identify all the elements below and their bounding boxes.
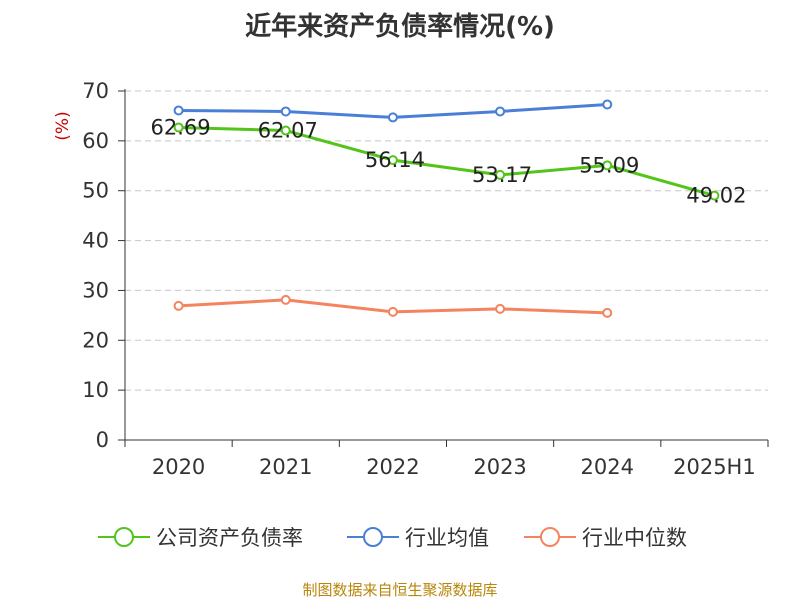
data-labels: 62.69 62.07 56.14 53.17 55.09 49.02 [151,115,747,207]
series-lines [173,99,720,318]
data-point [602,160,613,171]
y-axis-label: (%) [53,111,73,140]
data-point [280,106,291,117]
x-tick-label: 2024 [581,455,634,479]
data-label: 49.02 [686,184,746,208]
legend: 公司资产负债率 行业均值 行业中位数 [0,522,800,552]
legend-item-industry-median[interactable]: 行业中位数 [524,522,687,552]
legend-label-company: 公司资产负债率 [156,526,303,550]
legend-item-industry-mean[interactable]: 行业均值 [347,522,489,552]
data-point [173,105,184,116]
legend-label-industry-mean: 行业均值 [405,526,489,550]
data-point [387,306,398,317]
grid-lines [125,90,768,391]
data-point [495,106,506,117]
data-point [602,307,613,318]
legend-label-industry-median: 行业中位数 [582,526,687,550]
data-point [387,155,398,166]
data-point [173,122,184,133]
x-tick-label: 2021 [259,455,312,479]
y-tick-label: 30 [82,278,109,302]
data-point [280,125,291,136]
y-tick-label: 40 [82,229,109,253]
data-point [709,190,720,201]
data-label: 62.07 [258,119,318,143]
data-point [602,99,613,110]
legend-line-circle-icon [524,527,576,547]
x-tick-label: 2023 [473,455,526,479]
y-tick-label: 0 [96,428,109,452]
data-point [387,112,398,123]
data-label: 55.09 [579,153,639,177]
x-tick-label: 2022 [366,455,419,479]
x-tick-label: 2020 [152,455,205,479]
data-point [280,294,291,305]
series-line [178,125,715,198]
data-point [495,169,506,180]
y-tick-label: 50 [82,179,109,203]
source-note: 制图数据来自恒生聚源数据库 [302,581,498,599]
chart-title: 近年来资产负债率情况(%) [245,12,555,42]
data-point [495,303,506,314]
data-point [173,300,184,311]
data-label: 62.69 [151,115,211,139]
data-label: 56.14 [365,148,425,172]
axes: 0 10 20 30 40 50 60 70 2020 2021 2022 2023 2024 2025H… [53,79,769,479]
legend-line-circle-icon [347,527,399,547]
x-tick-label: 2025H1 [673,455,756,479]
legend-line-circle-icon [98,527,150,547]
y-tick-label: 20 [82,328,109,352]
legend-item-company[interactable]: 公司资产负债率 [98,522,303,552]
y-tick-label: 70 [82,79,109,103]
data-label: 53.17 [472,163,532,187]
y-tick-label: 60 [82,129,109,153]
y-tick-label: 10 [82,378,109,402]
